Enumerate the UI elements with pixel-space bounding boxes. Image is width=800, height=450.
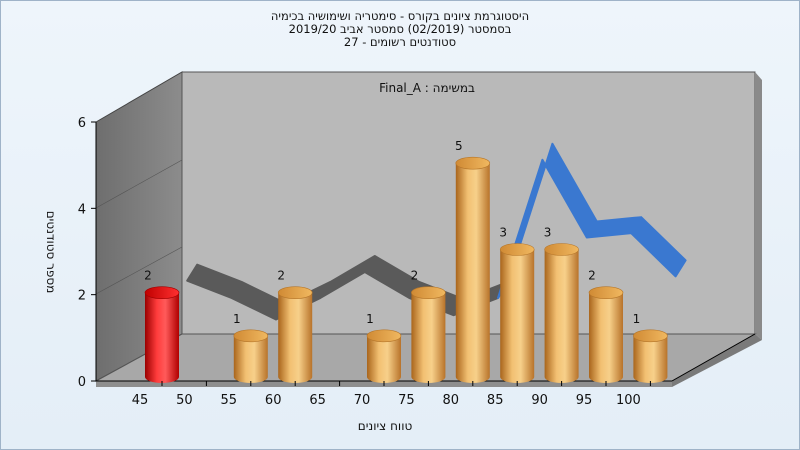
bar-cap: [411, 286, 446, 299]
bar-cap: [499, 243, 535, 256]
x-tick-label: 100: [616, 393, 641, 408]
bar-body: [455, 163, 490, 383]
bar-value-label: 3: [499, 226, 507, 240]
bar-value-label: 1: [633, 312, 641, 326]
title-line-3: סטודנטים רשומים - 27: [343, 35, 457, 49]
gridline-y4: [95, 159, 183, 209]
curve-segment-blue: [497, 142, 687, 299]
y-tick-label: 4: [78, 202, 86, 217]
bar: 2: [411, 269, 446, 383]
bars: 2 1 2 1 2 5 3 3 2 1: [144, 139, 668, 383]
bar-value-label: 5: [455, 139, 463, 153]
bar-body: [278, 292, 313, 383]
bar: 2: [144, 269, 180, 383]
y-tick-label: 6: [78, 116, 86, 131]
y-axis-label: מספר סטודנטים: [44, 211, 58, 294]
x-tick-label: 65: [309, 393, 326, 408]
chart-title: היסטוגרמת ציונים בקורס - סימטריה ושימושי…: [0, 10, 800, 49]
bar: 1: [366, 312, 402, 383]
bar-cap: [366, 329, 402, 343]
x-tick-label: 60: [265, 393, 282, 408]
x-tick-label: 85: [487, 393, 504, 408]
bar-body: [145, 292, 179, 383]
bar: 1: [233, 312, 269, 383]
right-side: [755, 72, 762, 340]
y-tick-label: 2: [78, 289, 86, 304]
bar: 3: [499, 226, 535, 383]
bar: 1: [633, 312, 668, 383]
axis-ticks: 45 50 55 60 65 70 75 80 85 90 95 100 0 2 4 6: [78, 116, 651, 408]
x-axis-label: טווח ציונים: [358, 419, 413, 433]
bar: 5: [455, 139, 491, 383]
x-tick-label: 75: [398, 393, 415, 408]
x-tick-label: 50: [176, 393, 193, 408]
bar: 3: [544, 226, 579, 383]
bar-cap: [633, 329, 668, 343]
bar-cap: [277, 286, 313, 299]
bar-cap: [588, 286, 624, 299]
title-line-2: בסמסטר (02/2019) סמסטר אביב 2019/20: [288, 22, 512, 36]
bar-cap: [455, 156, 491, 170]
bar-cap: [144, 286, 180, 299]
bar-value-label: 1: [366, 312, 374, 326]
x-tick-label: 80: [443, 393, 460, 408]
bar: 2: [277, 269, 313, 383]
bar-cap: [233, 329, 269, 343]
annotation: במשימה : Final_A: [379, 81, 475, 95]
bar-body: [367, 335, 401, 383]
bar-value-label: 2: [588, 269, 596, 283]
bar-body: [544, 249, 579, 383]
bar: 2: [588, 269, 624, 383]
bar-value-label: 2: [144, 269, 152, 283]
x-tick-label: 90: [531, 393, 548, 408]
gridline-y2: [95, 246, 183, 295]
bar-value-label: 3: [544, 226, 552, 240]
bar-value-label: 1: [233, 312, 241, 326]
floor-right-edge: [671, 333, 756, 382]
floor-side: [672, 334, 762, 387]
bar-body: [411, 292, 446, 383]
x-tick-label: 45: [132, 393, 149, 408]
bar-body: [633, 335, 668, 383]
bar-body: [233, 335, 268, 383]
x-tick-label: 55: [221, 393, 238, 408]
bar-value-label: 2: [411, 269, 419, 283]
bar-body: [500, 249, 535, 383]
bar-cap: [544, 243, 579, 256]
x-tick-label: 95: [576, 393, 593, 408]
bar-value-label: 2: [277, 269, 285, 283]
bar-body: [589, 292, 623, 383]
title-line-1: היסטוגרמת ציונים בקורס - סימטריה ושימושי…: [270, 9, 530, 23]
y-tick-label: 0: [78, 375, 86, 390]
x-tick-label: 70: [354, 393, 371, 408]
